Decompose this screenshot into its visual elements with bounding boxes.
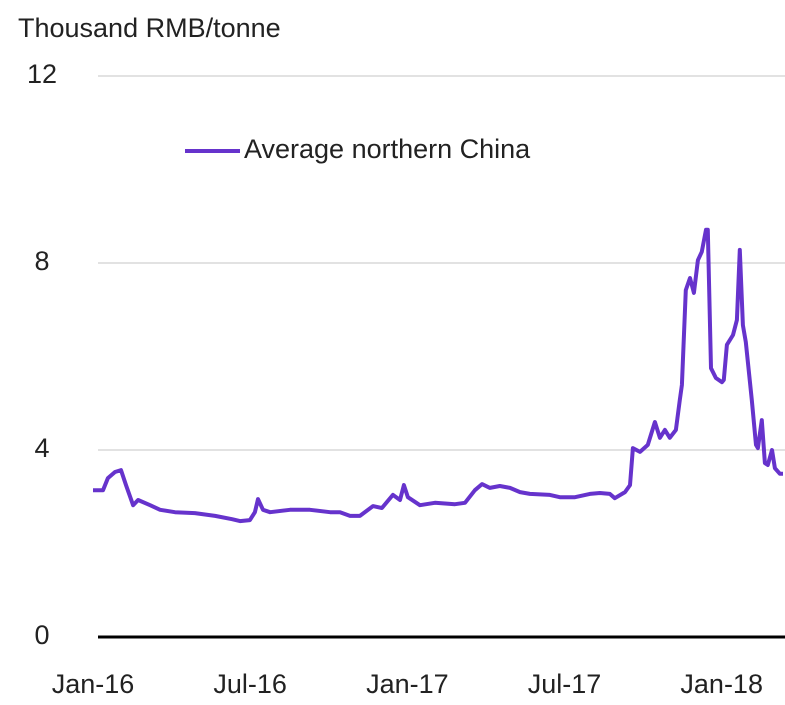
x-tick-label: Jul-16	[213, 669, 287, 699]
legend-label: Average northern China	[244, 134, 531, 164]
y-tick-label: 4	[34, 433, 49, 463]
data-line	[93, 227, 783, 524]
x-tick-label: Jan-17	[366, 669, 449, 699]
y-tick-label: 0	[34, 620, 49, 650]
x-tick-label: Jan-16	[52, 669, 135, 699]
x-tick-label: Jan-18	[680, 669, 763, 699]
y-axis-label: Thousand RMB/tonne	[18, 13, 281, 43]
y-tick-label: 12	[27, 59, 57, 89]
y-tick-label: 8	[34, 246, 49, 276]
x-tick-label: Jul-17	[528, 669, 602, 699]
